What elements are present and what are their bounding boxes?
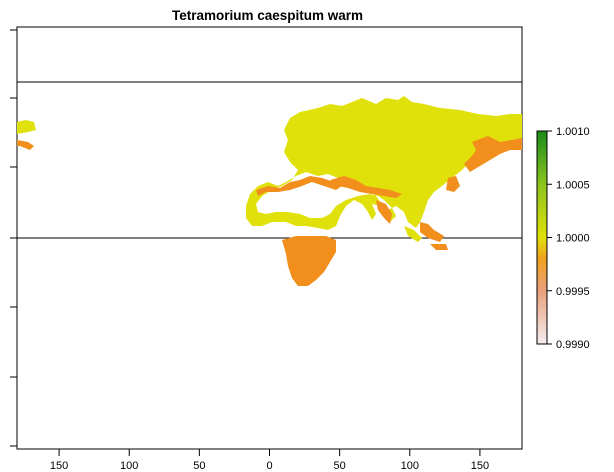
region-alaska-coast	[17, 140, 34, 150]
region-philippines	[430, 244, 448, 250]
x-tick-label: 150	[471, 460, 489, 472]
region-east-asia-south	[446, 176, 460, 192]
x-tick-label: 150	[50, 460, 68, 472]
map-regions	[17, 96, 522, 286]
region-middle-east	[330, 176, 402, 198]
x-tick-label: 100	[401, 460, 419, 472]
legend-tick-label: 0.9990	[556, 339, 590, 351]
region-indonesia	[404, 226, 422, 242]
legend-tick-label: 0.9995	[556, 286, 590, 298]
region-south-asia	[376, 200, 392, 224]
region-eurasia	[246, 96, 522, 230]
plot-title: Tetramorium caespitum warm	[171, 8, 364, 23]
region-alaska	[17, 120, 36, 134]
region-southern-africa	[282, 236, 336, 286]
y-axis	[10, 29, 17, 447]
region-southeast-asia	[420, 222, 444, 242]
legend-ticks: 1.0010 1.0005 1.0000 0.9995 0.9990	[547, 126, 590, 351]
x-tick-label: 0	[266, 460, 272, 472]
x-tick-label: 50	[334, 460, 346, 472]
x-tick-label: 50	[193, 460, 205, 472]
legend-tick-label: 1.0005	[556, 179, 590, 191]
region-mediterranean	[256, 176, 342, 196]
legend-tick-label: 1.0000	[556, 233, 590, 245]
legend-tick-label: 1.0010	[556, 126, 590, 138]
legend-colorbar	[536, 130, 548, 345]
x-axis: 150 100 50 0 50 100 150	[50, 449, 489, 472]
x-tick-label: 100	[120, 460, 138, 472]
region-east-asia	[464, 136, 522, 172]
